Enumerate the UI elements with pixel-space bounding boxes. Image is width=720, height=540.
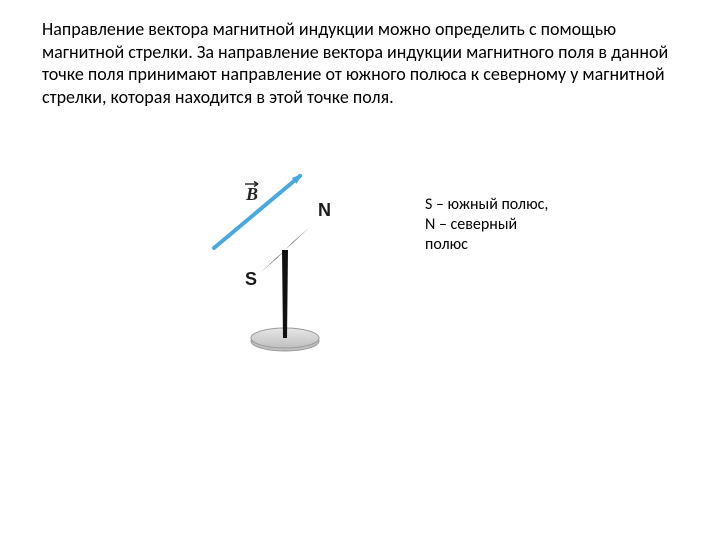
svg-text:S: S	[245, 269, 257, 289]
slide: Направление вектора магнитной индукции м…	[0, 0, 720, 540]
svg-text:B: B	[245, 184, 258, 204]
body-paragraph: Направление вектора магнитной индукции м…	[42, 18, 682, 108]
caption-line-1: S – южный полюс,	[425, 195, 575, 215]
magnetic-needle-figure: N S B	[190, 170, 380, 360]
caption-line-3: полюс	[425, 235, 575, 255]
figure-svg: N S B	[190, 170, 380, 360]
figure-caption: S – южный полюс, N – северный полюс	[425, 195, 575, 255]
svg-text:N: N	[318, 200, 331, 220]
caption-line-2: N – северный	[425, 215, 575, 235]
